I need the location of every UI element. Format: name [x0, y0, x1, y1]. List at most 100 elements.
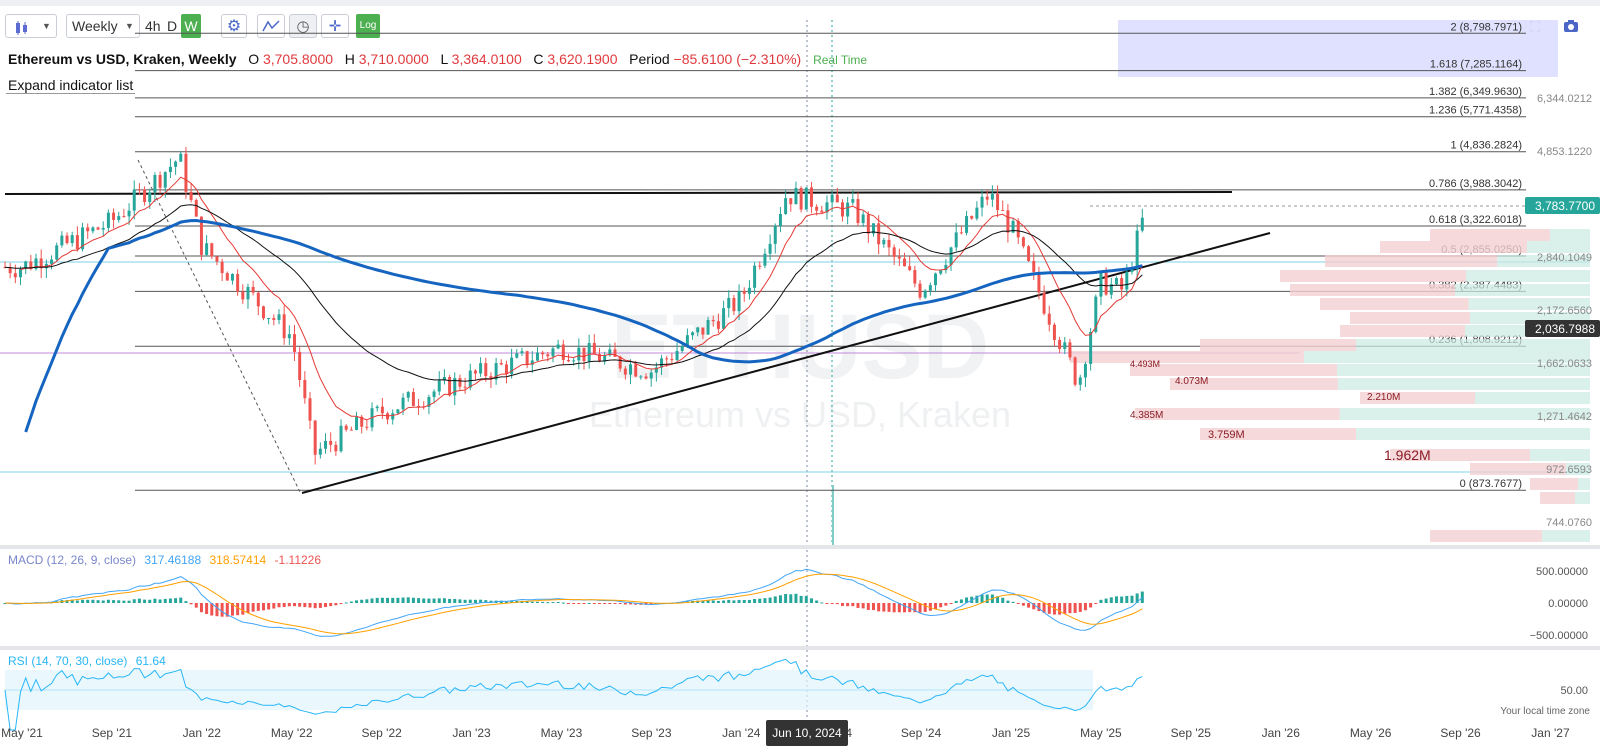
time-axis[interactable]: May '21 Sep '21 Jan '22 May '22 Sep '22 Jan '… — [1, 726, 1570, 740]
candle-body — [1068, 342, 1072, 358]
macd-hist-bar — [205, 603, 209, 615]
candle-body — [804, 187, 808, 210]
candle-body — [608, 349, 612, 356]
macd-hist-bar — [732, 600, 736, 603]
rsi-label: RSI (14, 70, 30, close) — [8, 654, 127, 668]
volume-profile-bar-up — [1338, 378, 1590, 390]
macd-value: 317.46188 — [144, 553, 201, 567]
fib-level-label: 1.382 (6,349.9630) — [1429, 86, 1522, 98]
rsi-axis: 50.00 — [1560, 685, 1588, 697]
crosshair-button[interactable]: ✛ — [321, 14, 349, 38]
expand-indicator-list[interactable]: Expand indicator list — [6, 77, 136, 94]
macd-hist-bar — [215, 603, 219, 617]
chart-type-button[interactable]: ▼ — [5, 14, 57, 38]
macd-hist-bar — [194, 603, 198, 608]
macd-hist-bar — [623, 603, 627, 605]
candle-body — [866, 214, 870, 234]
rsi-value: 61.64 — [136, 654, 166, 668]
volume-profile-bar-up — [1550, 229, 1590, 241]
candle-body — [1125, 271, 1129, 290]
candle-body — [417, 405, 421, 407]
macd-hist-bar — [722, 600, 726, 603]
timeframe-w-button[interactable]: W — [181, 14, 201, 38]
volume-profile-bar-down — [1290, 284, 1455, 296]
macd-hist-bar — [112, 600, 116, 603]
macd-hist-bar — [13, 603, 17, 604]
macd-hist-bar — [411, 597, 415, 603]
candle-body — [959, 232, 963, 234]
screenshot-button[interactable] — [1563, 19, 1583, 39]
price-legend: Ethereum vs USD, Kraken, Weekly O 3,705.… — [8, 51, 867, 67]
candle-body — [727, 297, 731, 309]
candle-body — [1089, 331, 1093, 364]
candle-body — [132, 189, 136, 211]
time-tick-label: May '22 — [271, 726, 313, 740]
candle-body — [1130, 269, 1134, 272]
macd-hist-bar — [380, 597, 384, 603]
macd-hist-bar — [546, 602, 550, 604]
time-tick-label: Sep '24 — [901, 726, 942, 740]
candle-body — [592, 342, 596, 355]
settings-button[interactable]: ⚙ — [221, 14, 247, 38]
candle-body — [913, 270, 917, 284]
macd-hist-bar — [117, 600, 121, 603]
fib-level-label: 0.5 (2,855.0250) — [1441, 244, 1522, 256]
fib-extension-box — [1118, 20, 1558, 77]
candle-body — [241, 291, 245, 300]
macd-hist-bar — [339, 603, 343, 604]
macd-hist-bar — [970, 596, 974, 603]
volume-profile-bar-up — [1468, 298, 1590, 310]
candle-body — [81, 227, 85, 250]
macd-hist-bar — [1052, 603, 1056, 615]
candle-body — [13, 273, 17, 278]
candle-body — [355, 416, 359, 430]
indicator-button[interactable] — [257, 14, 285, 38]
macd-hist-bar — [996, 596, 1000, 603]
macd-hist-bar — [696, 600, 700, 603]
macd-hist-bar — [515, 600, 519, 603]
pane-separator-2[interactable] — [0, 646, 1600, 650]
macd-hist-bar — [866, 603, 870, 610]
macd-hist-bar — [251, 603, 255, 612]
macd-signal-line — [4, 573, 1143, 635]
candle-body — [292, 334, 296, 352]
macd-hist-bar — [453, 598, 457, 603]
macd-hist-bar — [75, 600, 79, 603]
volume-profile-bar-up — [1466, 270, 1590, 282]
macd-hist-bar — [127, 600, 131, 603]
macd-hist-bar — [944, 603, 948, 606]
macd-hist-bar — [225, 603, 229, 617]
candle-body — [19, 269, 23, 278]
macd-hist-bar — [122, 600, 126, 603]
candle-body — [396, 409, 400, 414]
price-tick-label: 6,344.0212 — [1537, 93, 1592, 105]
macd-hist-bar — [670, 602, 674, 604]
pane-separator-1[interactable] — [0, 545, 1600, 549]
macd-hist-bar — [3, 603, 7, 604]
macd-hist-bar — [370, 598, 374, 603]
candle-body — [153, 174, 157, 193]
price-axis[interactable]: 6,344.0212 4,853.1220 2,840.1049 2,172.6560… — [1537, 93, 1592, 529]
history-button[interactable]: ◷ — [289, 14, 317, 38]
macd-hist-bar — [479, 599, 483, 603]
crosshair-price-badge — [1525, 320, 1600, 337]
candle-body — [194, 200, 198, 217]
macd-hist-bar — [65, 600, 69, 603]
timeframe-d-button[interactable]: D — [167, 18, 178, 34]
macd-hist-bar — [510, 601, 514, 603]
current-price-badge — [1525, 197, 1600, 214]
interval-select[interactable]: Weekly ▼ — [66, 14, 140, 38]
log-scale-button[interactable]: Log — [356, 14, 380, 38]
candle-body — [504, 364, 508, 375]
candle-body — [1104, 271, 1108, 295]
candle-body — [148, 192, 152, 203]
macd-hist-bar — [34, 602, 38, 604]
candle-body — [261, 306, 265, 319]
crosshair-icon: ✛ — [328, 18, 342, 35]
rsi-legend: RSI (14, 70, 30, close) 61.64 — [8, 654, 166, 668]
candle-body — [1058, 339, 1062, 349]
timeframe-4h-button[interactable]: 4h — [145, 18, 161, 34]
fullscreen-button[interactable]: ⛶ — [1530, 19, 1550, 39]
candle-body — [101, 227, 105, 230]
